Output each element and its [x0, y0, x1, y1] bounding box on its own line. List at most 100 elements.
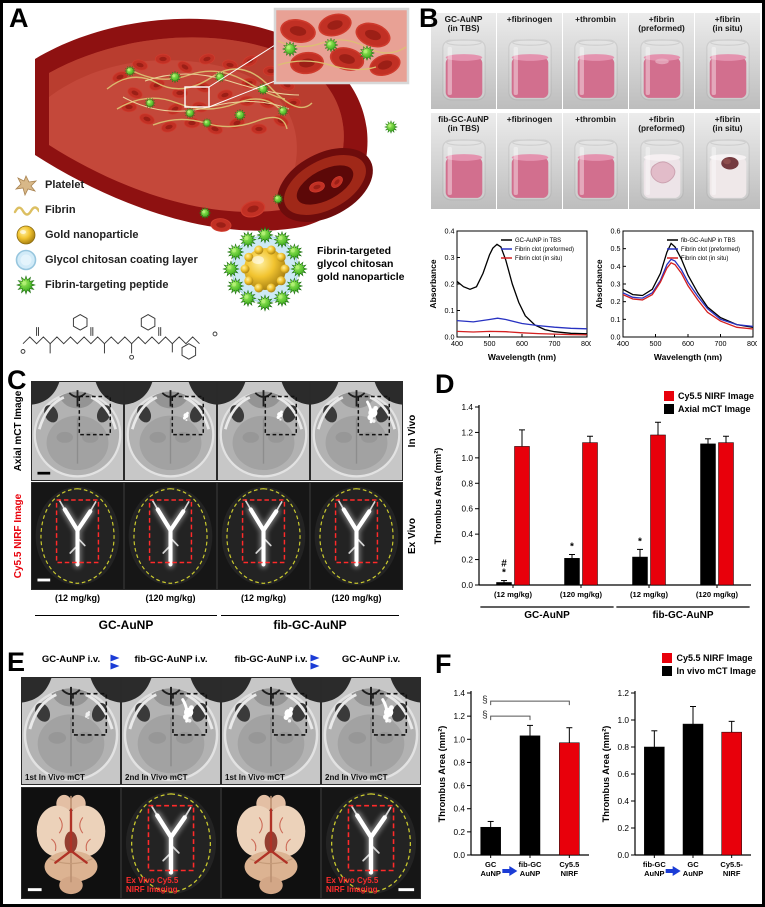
svg-text:1.0: 1.0 [617, 715, 629, 725]
ct-image-label: 2nd In Vivo mCT [325, 773, 388, 782]
vial-photo: +fibrinogen [497, 113, 562, 209]
absorbance-spectrum-gc-aunp: 400 500 600 700 800 0.0 0.1 0.2 0.3 0.4 Wavelength… [429, 227, 591, 363]
injection-sequence-arrow-icon [110, 654, 120, 670]
ct-image-label: 1st In Vivo mCT [25, 773, 85, 782]
svg-text:*: * [502, 568, 506, 579]
svg-text:*: * [638, 536, 642, 547]
svg-text:0.0: 0.0 [617, 850, 629, 860]
glycol-chitosan-icon [15, 249, 37, 270]
svg-text:0.6: 0.6 [461, 504, 473, 514]
column-header: fib-GC-AuNP i.v. [134, 654, 208, 665]
ct-image-label: 2nd In Vivo mCT [125, 773, 188, 782]
legend-label: Fibrin-targeting peptide [45, 278, 169, 291]
fibrin-targeting-peptide-icon [16, 275, 36, 294]
legend-label: In vivo mCT Image [676, 666, 756, 676]
legend-item: Cy5.5 NIRF Image [662, 653, 756, 663]
thrombus-vessel-illustration [35, 7, 410, 233]
svg-text:Thrombus Area (mm²): Thrombus Area (mm²) [433, 448, 443, 545]
svg-text:0.2: 0.2 [453, 827, 465, 837]
mct-image [310, 381, 403, 481]
group-label-fib-gc-aunp: fib-GC-AuNP [273, 618, 347, 632]
svg-text:0.8: 0.8 [617, 742, 629, 752]
svg-text:0.4: 0.4 [453, 804, 465, 814]
row-label-in-vivo: In Vivo [407, 414, 418, 448]
panel-f-legend: Cy5.5 NIRF Image In vivo mCT Image [662, 653, 756, 676]
thrombus-area-bar-chart: 0.0 0.2 0.4 0.6 0.8 1.0 1.2 1.4 Thrombus Area (m… [433, 402, 751, 621]
panel-d-label: D [435, 369, 455, 399]
panel-b: B GC-AuNP (in TBS) +fibrinogen +thrombin… [415, 5, 760, 369]
svg-text:Cy5.5: Cy5.5 [559, 860, 579, 869]
svg-text:0.4: 0.4 [617, 796, 629, 806]
dose-label: (120 mg/kg) [145, 593, 196, 603]
vial-photo-clot-preformed: +fibrin (preformed) [629, 113, 694, 209]
svg-text:0.3: 0.3 [445, 253, 455, 262]
svg-text:0.2: 0.2 [461, 555, 473, 565]
brain-photo [21, 787, 121, 899]
panel-d: D Cy5.5 NIRF Image Axial mCT Image 0.0 0.… [429, 369, 760, 651]
mct-image-second: 2nd In Vivo mCT [321, 677, 421, 785]
svg-text:1.4: 1.4 [461, 402, 473, 412]
svg-text:(12 mg/kg): (12 mg/kg) [494, 590, 532, 599]
svg-text:Absorbance: Absorbance [595, 259, 604, 308]
legend-item-fibrin-targeting-peptide: Fibrin-targeting peptide [13, 273, 198, 296]
fibrin-mesh [106, 68, 313, 130]
row-label-cy55-nirf: Cy5.5 NIRF Image [13, 493, 24, 579]
brain-photo [221, 787, 321, 899]
mct-image [217, 381, 310, 481]
svg-text:Fibrin clot (preformed): Fibrin clot (preformed) [681, 247, 740, 253]
svg-text:*: * [570, 541, 574, 552]
svg-text:700: 700 [715, 339, 727, 348]
vial-label: fib-GC-AuNP (in TBS) [438, 114, 489, 134]
vial-photo: +fibrinogen [497, 13, 562, 109]
vessel-cross-section [277, 148, 373, 222]
row-label-axial-mct: Axial mCT Image [13, 390, 24, 472]
svg-text:700: 700 [549, 339, 561, 348]
nanoparticle-caption: Fibrin-targeted glycol chitosan gold nan… [317, 245, 405, 284]
svg-text:0.2: 0.2 [617, 823, 629, 833]
dose-label: (120 mg/kg) [331, 593, 382, 603]
panel-c-label: C [7, 365, 27, 395]
dose-label: (12 mg/kg) [240, 593, 286, 603]
svg-text:0.8: 0.8 [453, 757, 465, 767]
svg-text:Wavelength (nm): Wavelength (nm) [488, 352, 556, 362]
svg-text:Absorbance: Absorbance [429, 259, 438, 308]
svg-text:400: 400 [451, 339, 463, 348]
svg-text:NIRF: NIRF [723, 869, 741, 878]
vial-photo: fib-GC-AuNP (in TBS) [431, 113, 496, 209]
group-label-gc-aunp: GC-AuNP [98, 618, 154, 632]
legend-item-gold-nanoparticle: Gold nanoparticle [13, 223, 198, 246]
svg-text:fib-GC: fib-GC [519, 860, 542, 869]
svg-text:1.2: 1.2 [461, 427, 473, 437]
svg-text:600: 600 [516, 339, 528, 348]
svg-text:0.3: 0.3 [611, 280, 621, 289]
svg-text:AuNP: AuNP [644, 869, 664, 878]
column-header: GC-AuNP i.v. [41, 654, 101, 665]
panel-f-label: F [435, 649, 452, 679]
nanoparticle-illustration [222, 226, 308, 312]
nirf-image [31, 482, 124, 590]
svg-text:0.6: 0.6 [611, 227, 621, 236]
svg-text:500: 500 [484, 339, 496, 348]
svg-text:0.0: 0.0 [453, 850, 465, 860]
panel-c: C Axial mCT Image Cy5.5 NIRF Image In Vi… [5, 365, 429, 651]
column-header: GC-AuNP i.v. [341, 654, 401, 665]
legend-item: Axial mCT Image [663, 404, 754, 414]
svg-text:AuNP: AuNP [520, 869, 540, 878]
svg-text:800: 800 [747, 339, 757, 348]
vial-label: +fibrin (in situ) [712, 114, 743, 134]
legend-swatch-black [662, 666, 673, 676]
vial-label: +fibrin (in situ) [712, 14, 743, 34]
svg-text:1.0: 1.0 [461, 453, 473, 463]
ct-image-label: 1st In Vivo mCT [225, 773, 285, 782]
vial-photo: +fibrin (preformed) [629, 13, 694, 109]
nirf-image: Ex Vivo Cy5.5 NIRF Imaging [321, 787, 421, 899]
fibrin-icon [13, 205, 39, 216]
vial-photo: +thrombin [563, 113, 628, 209]
injection-sequence-arrow-icon [310, 654, 320, 670]
panel-a-label: A [9, 3, 29, 33]
vial-label: +thrombin [575, 14, 616, 24]
nirf-image: Ex Vivo Cy5.5 NIRF Imaging [121, 787, 221, 899]
svg-text:0.2: 0.2 [445, 280, 455, 289]
column-header: fib-GC-AuNP i.v. [234, 654, 308, 665]
